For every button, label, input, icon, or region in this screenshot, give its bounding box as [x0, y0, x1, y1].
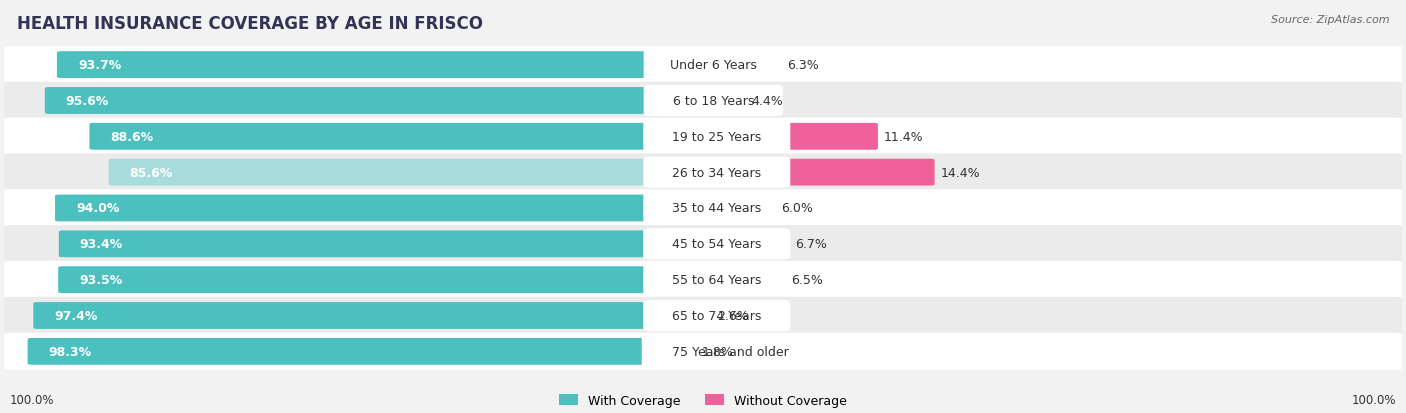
- Text: 98.3%: 98.3%: [49, 345, 91, 358]
- FancyBboxPatch shape: [654, 302, 711, 329]
- Text: 93.4%: 93.4%: [80, 238, 124, 251]
- FancyBboxPatch shape: [644, 85, 783, 117]
- Text: 6.0%: 6.0%: [782, 202, 813, 215]
- Text: 6.7%: 6.7%: [794, 238, 827, 251]
- FancyBboxPatch shape: [58, 267, 662, 293]
- FancyBboxPatch shape: [654, 195, 776, 222]
- Text: 11.4%: 11.4%: [883, 131, 924, 143]
- FancyBboxPatch shape: [644, 121, 790, 152]
- FancyBboxPatch shape: [4, 225, 1402, 263]
- FancyBboxPatch shape: [644, 229, 790, 260]
- FancyBboxPatch shape: [55, 195, 662, 222]
- Text: 26 to 34 Years: 26 to 34 Years: [672, 166, 762, 179]
- Text: HEALTH INSURANCE COVERAGE BY AGE IN FRISCO: HEALTH INSURANCE COVERAGE BY AGE IN FRIS…: [17, 15, 482, 33]
- Text: 65 to 74 Years: 65 to 74 Years: [672, 309, 762, 322]
- FancyBboxPatch shape: [654, 231, 789, 258]
- Text: 19 to 25 Years: 19 to 25 Years: [672, 131, 762, 143]
- Text: 14.4%: 14.4%: [941, 166, 980, 179]
- FancyBboxPatch shape: [4, 118, 1402, 156]
- FancyBboxPatch shape: [34, 302, 662, 329]
- Text: 1.8%: 1.8%: [702, 345, 734, 358]
- Text: 6.5%: 6.5%: [792, 273, 823, 287]
- FancyBboxPatch shape: [4, 261, 1402, 299]
- FancyBboxPatch shape: [4, 190, 1402, 227]
- Text: Source: ZipAtlas.com: Source: ZipAtlas.com: [1271, 15, 1389, 25]
- Text: Under 6 Years: Under 6 Years: [669, 59, 756, 72]
- FancyBboxPatch shape: [644, 300, 790, 331]
- FancyBboxPatch shape: [28, 338, 662, 365]
- FancyBboxPatch shape: [4, 83, 1402, 120]
- Text: 6 to 18 Years: 6 to 18 Years: [672, 95, 754, 108]
- Text: 100.0%: 100.0%: [10, 393, 55, 406]
- Text: 95.6%: 95.6%: [66, 95, 110, 108]
- FancyBboxPatch shape: [644, 157, 790, 188]
- FancyBboxPatch shape: [56, 52, 662, 79]
- FancyBboxPatch shape: [45, 88, 662, 114]
- Text: 75 Years and older: 75 Years and older: [672, 345, 789, 358]
- FancyBboxPatch shape: [654, 338, 696, 365]
- FancyBboxPatch shape: [654, 267, 786, 293]
- Text: 88.6%: 88.6%: [111, 131, 153, 143]
- FancyBboxPatch shape: [4, 47, 1402, 84]
- Text: 97.4%: 97.4%: [55, 309, 98, 322]
- Text: 94.0%: 94.0%: [76, 202, 120, 215]
- Legend: With Coverage, Without Coverage: With Coverage, Without Coverage: [554, 389, 852, 412]
- FancyBboxPatch shape: [644, 193, 790, 224]
- Text: 100.0%: 100.0%: [1351, 393, 1396, 406]
- Text: 45 to 54 Years: 45 to 54 Years: [672, 238, 762, 251]
- FancyBboxPatch shape: [59, 231, 662, 258]
- Text: 2.6%: 2.6%: [717, 309, 749, 322]
- FancyBboxPatch shape: [90, 123, 662, 150]
- FancyBboxPatch shape: [654, 123, 877, 150]
- FancyBboxPatch shape: [644, 264, 790, 296]
- FancyBboxPatch shape: [4, 154, 1402, 191]
- Text: 4.4%: 4.4%: [751, 95, 783, 108]
- FancyBboxPatch shape: [654, 52, 782, 79]
- Text: 6.3%: 6.3%: [787, 59, 818, 72]
- FancyBboxPatch shape: [108, 159, 662, 186]
- Text: 35 to 44 Years: 35 to 44 Years: [672, 202, 762, 215]
- Text: 55 to 64 Years: 55 to 64 Years: [672, 273, 762, 287]
- FancyBboxPatch shape: [644, 50, 783, 81]
- Text: 85.6%: 85.6%: [129, 166, 173, 179]
- FancyBboxPatch shape: [654, 159, 935, 186]
- Text: 93.5%: 93.5%: [79, 273, 122, 287]
- FancyBboxPatch shape: [641, 336, 820, 367]
- FancyBboxPatch shape: [4, 297, 1402, 335]
- FancyBboxPatch shape: [654, 88, 745, 114]
- FancyBboxPatch shape: [4, 333, 1402, 370]
- Text: 93.7%: 93.7%: [77, 59, 121, 72]
